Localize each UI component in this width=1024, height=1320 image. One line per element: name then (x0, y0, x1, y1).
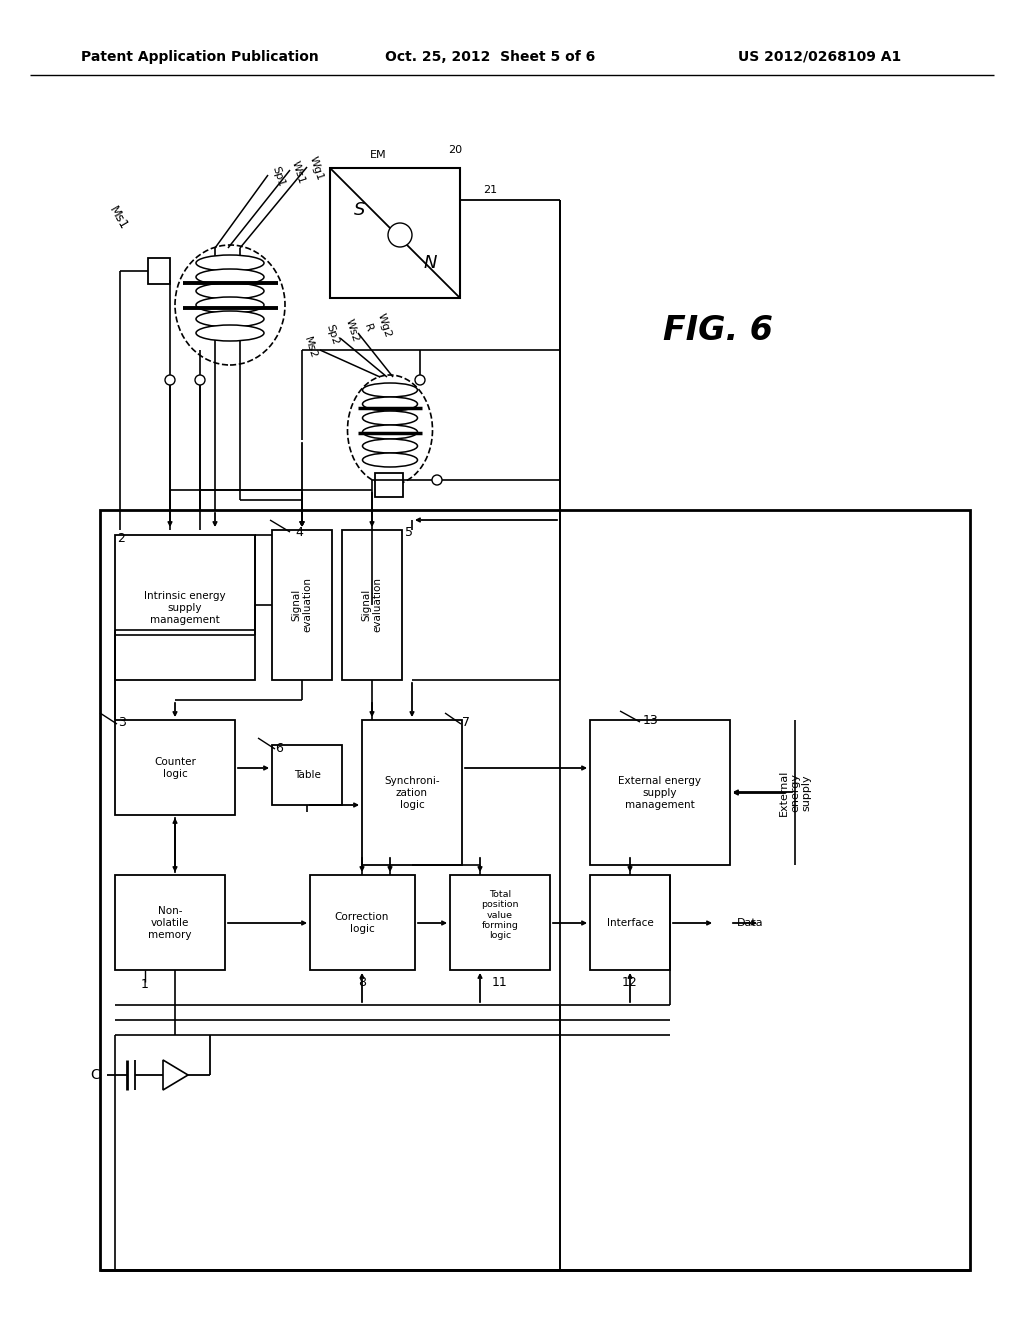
Text: Table: Table (294, 770, 321, 780)
Polygon shape (163, 1060, 188, 1090)
Text: Interface: Interface (606, 917, 653, 928)
Text: External energy
supply
management: External energy supply management (618, 776, 701, 809)
Ellipse shape (175, 246, 285, 366)
Bar (342, 531, 402, 680)
Text: 20: 20 (447, 145, 462, 154)
Ellipse shape (196, 282, 264, 300)
Ellipse shape (362, 397, 418, 411)
Text: R: R (362, 323, 374, 333)
Text: 8: 8 (358, 975, 366, 989)
Text: 21: 21 (483, 185, 497, 195)
Text: Sp2: Sp2 (324, 323, 340, 347)
Bar (272, 744, 342, 805)
Text: N: N (423, 253, 437, 272)
Text: Ws1: Ws1 (290, 160, 306, 185)
Text: Ws2: Ws2 (344, 317, 360, 343)
Text: 11: 11 (493, 975, 508, 989)
Bar (362, 719, 462, 865)
Text: Oct. 25, 2012  Sheet 5 of 6: Oct. 25, 2012 Sheet 5 of 6 (385, 50, 595, 63)
Text: External
energy
supply: External energy supply (778, 770, 812, 816)
Ellipse shape (362, 425, 418, 440)
Text: Counter
logic: Counter logic (154, 758, 196, 779)
Ellipse shape (196, 297, 264, 313)
Polygon shape (330, 168, 460, 298)
Text: Synchroni-
zation
logic: Synchroni- zation logic (384, 776, 440, 809)
Circle shape (415, 375, 425, 385)
Text: 6: 6 (275, 742, 283, 755)
Text: 4: 4 (295, 527, 303, 540)
Text: Signal
evaluation: Signal evaluation (291, 578, 312, 632)
Ellipse shape (196, 269, 264, 285)
Text: 5: 5 (406, 527, 413, 540)
Text: Sp1: Sp1 (270, 165, 286, 189)
Text: Patent Application Publication: Patent Application Publication (81, 50, 318, 63)
Text: 3: 3 (118, 717, 126, 730)
Text: C: C (90, 1068, 100, 1082)
Circle shape (432, 475, 442, 484)
Ellipse shape (362, 411, 418, 425)
Text: S: S (354, 201, 366, 219)
Text: Ms2: Ms2 (302, 335, 318, 360)
Text: Non-
volatile
memory: Non- volatile memory (148, 907, 191, 940)
Bar (590, 719, 730, 865)
Ellipse shape (347, 375, 432, 484)
Bar (272, 531, 332, 680)
Ellipse shape (362, 453, 418, 467)
Ellipse shape (196, 325, 264, 341)
Bar (115, 875, 225, 970)
Text: 2: 2 (117, 532, 125, 544)
Circle shape (388, 223, 412, 247)
Text: 12: 12 (623, 975, 638, 989)
Circle shape (165, 375, 175, 385)
Bar (450, 875, 550, 970)
Text: Correction
logic: Correction logic (335, 912, 389, 933)
Text: Data: Data (736, 917, 763, 928)
Bar (375, 473, 403, 498)
Text: Total
position
value
forming
logic: Total position value forming logic (481, 890, 519, 940)
Text: Wg1: Wg1 (307, 154, 325, 181)
Text: Wg2: Wg2 (376, 312, 392, 338)
Text: US 2012/0268109 A1: US 2012/0268109 A1 (738, 50, 901, 63)
Bar (590, 875, 670, 970)
Circle shape (195, 375, 205, 385)
Bar (148, 257, 170, 284)
Ellipse shape (196, 312, 264, 327)
Text: EM: EM (370, 150, 386, 160)
Ellipse shape (196, 255, 264, 271)
Text: 1: 1 (141, 978, 148, 991)
Ellipse shape (362, 383, 418, 397)
Text: Signal
evaluation: Signal evaluation (361, 578, 383, 632)
Ellipse shape (362, 440, 418, 453)
Text: Ms1: Ms1 (106, 203, 130, 232)
Bar (310, 875, 415, 970)
Bar (115, 719, 234, 814)
Text: 13: 13 (643, 714, 658, 726)
Text: Intrinsic energy
supply
management: Intrinsic energy supply management (144, 591, 226, 624)
Text: FIG. 6: FIG. 6 (663, 314, 773, 346)
Bar (100, 510, 970, 1270)
Text: 7: 7 (462, 717, 470, 730)
Bar (115, 535, 255, 680)
